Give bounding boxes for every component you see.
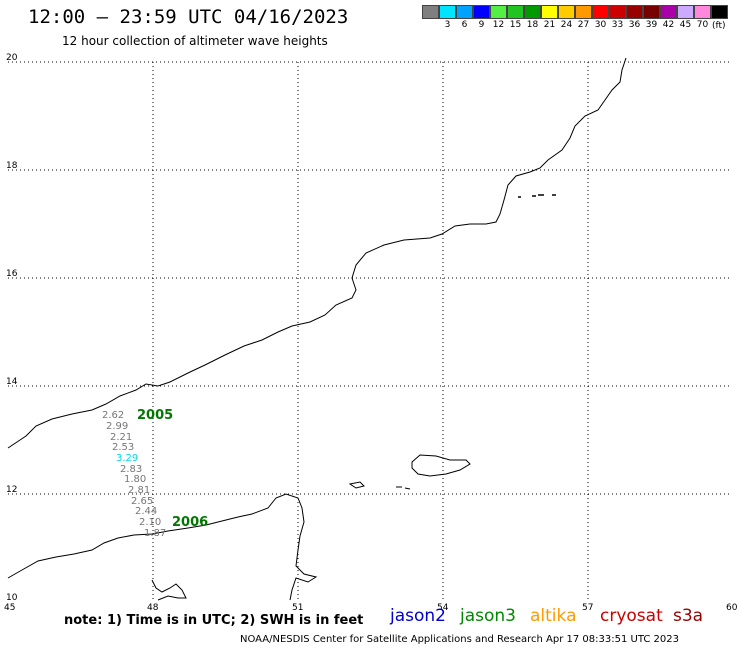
lat-label: 16 [6,269,18,279]
legend-label: 24 [560,20,573,30]
legend-swatch [456,5,473,19]
swh-reading: 1.80 [124,474,147,485]
legend-label: 15 [509,20,522,30]
satellite-s3a: s3a [673,606,704,626]
legend-label: 36 [628,20,641,30]
satellite-altika: altika [530,606,577,626]
satellite-jason2: jason2 [390,606,446,626]
legend-swatch [473,5,490,19]
legend-label: 6 [461,20,468,30]
lon-label: 45 [4,603,16,613]
pass-time-label: 2005 [137,408,174,423]
arabia-coastline [7,57,627,449]
color-legend: 3 6 9 12 15 18 21 24 27 30 33 36 39 42 45 70 (ft) [422,5,728,31]
swh-reading: 2.62 [102,410,125,421]
africa-coastline [7,493,318,601]
legend-labels: 3 6 9 12 15 18 21 24 27 30 33 36 39 42 45 70 [422,20,728,30]
legend-label: 12 [492,20,505,30]
legend-label: 9 [478,20,485,30]
legend-label: 33 [611,20,624,30]
credit-line: NOAA/NESDIS Center for Satellite Applica… [240,634,679,645]
satellite-cryosat: cryosat [600,606,663,626]
kuria-muria-islands [518,194,556,198]
page-subtitle: 12 hour collection of altimeter wave hei… [62,34,328,48]
lat-label: 10 [6,593,18,603]
small-island [348,481,365,489]
small-island [396,486,411,490]
legend-swatch [626,5,643,19]
swh-reading: 2.65 [131,496,154,507]
page-title: 12:00 – 23:59 UTC 04/16/2023 [28,6,349,28]
legend-swatch [643,5,660,19]
lat-label: 14 [6,377,18,387]
swh-reading: 2.53 [112,442,135,453]
swh-reading: 2.83 [120,464,143,475]
lon-label: 48 [147,603,159,613]
legend-swatch [575,5,592,19]
legend-swatch [439,5,456,19]
pass-time-label: 2006 [172,515,209,530]
swh-reading: 2.81 [128,485,151,496]
legend-label: 18 [526,20,539,30]
lon-label: 57 [582,603,594,613]
swh-reading: 3.29 [116,453,139,464]
legend-swatch [541,5,558,19]
legend-label: 30 [594,20,607,30]
map-frame [8,62,732,600]
swh-reading: 1.87 [144,528,167,539]
legend-label: 21 [543,20,556,30]
legend-swatch [558,5,575,19]
legend-swatch [592,5,609,19]
lon-label: 54 [437,603,449,613]
legend-unit: (ft) [712,21,726,31]
lat-label: 12 [6,485,18,495]
legend-swatch [609,5,626,19]
lon-label: 60 [726,603,738,613]
swh-reading: 2.44 [135,506,158,517]
footer-note: note: 1) Time is in UTC; 2) SWH is in fe… [64,613,364,628]
swh-reading: 2.99 [106,421,129,432]
legend-label: 3 [444,20,451,30]
legend-swatch [694,5,711,19]
legend-swatch [660,5,677,19]
graticule [8,61,732,600]
lon-label: 51 [292,603,304,613]
legend-label: 39 [645,20,658,30]
legend-swatch [490,5,507,19]
socotra-island [411,454,471,477]
legend-swatches [422,5,728,19]
legend-label: 42 [662,20,675,30]
legend-swatch [422,5,439,19]
lat-label: 18 [6,161,18,171]
legend-label: 27 [577,20,590,30]
legend-label: 70 [696,20,709,30]
legend-swatch [677,5,694,19]
legend-swatch [507,5,524,19]
legend-swatch [524,5,541,19]
legend-swatch [711,5,728,19]
lat-label: 20 [6,53,18,63]
swh-reading: 2.21 [110,432,133,443]
satellite-jason3: jason3 [460,606,516,626]
swh-reading: 2.10 [139,517,162,528]
coast-inlet [151,579,187,601]
legend-label: 45 [679,20,692,30]
